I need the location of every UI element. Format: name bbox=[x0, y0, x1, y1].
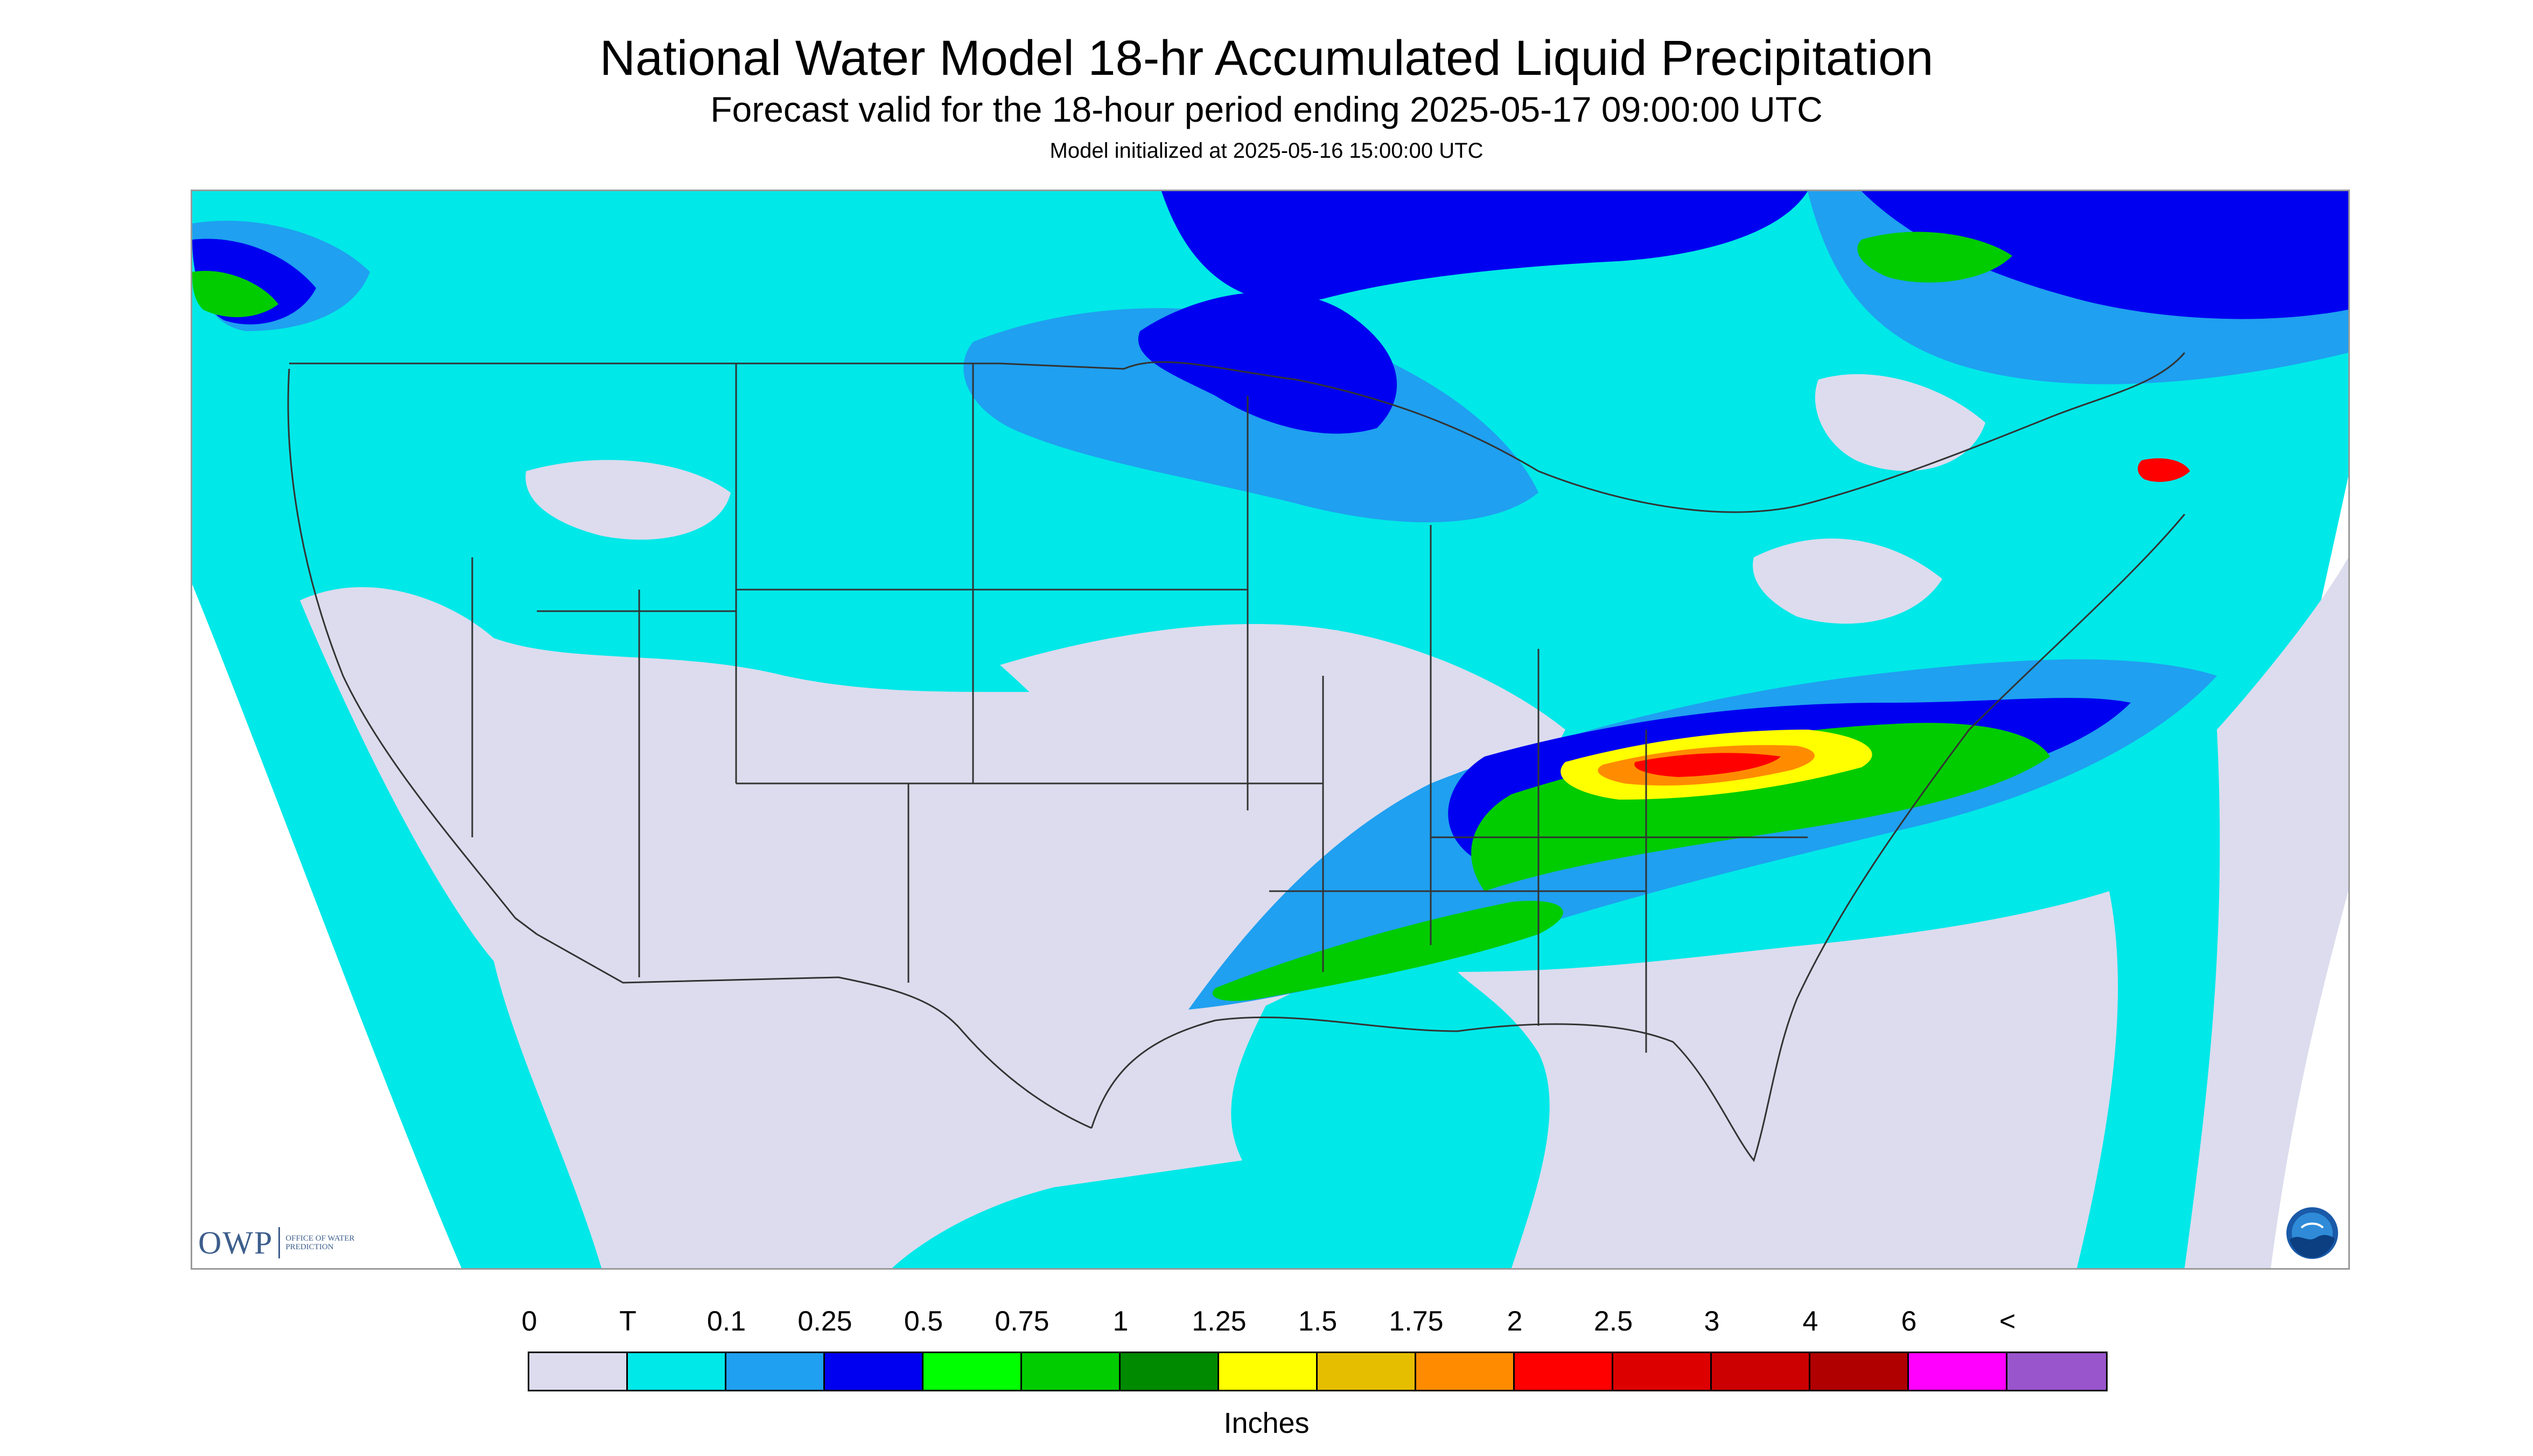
colorbar-swatch bbox=[1416, 1353, 1515, 1390]
map-title: National Water Model 18-hr Accumulated L… bbox=[599, 31, 1934, 86]
colorbar-swatch bbox=[2007, 1353, 2106, 1390]
colorbar-tick-label: 1.25 bbox=[1192, 1306, 1247, 1337]
colorbar-tick-label: 6 bbox=[1901, 1306, 1917, 1337]
heavy-precip-washington bbox=[192, 271, 278, 317]
heavy-precip-southern-band bbox=[1212, 901, 1563, 1001]
political-boundaries bbox=[287, 352, 2186, 1163]
colorbar-swatch bbox=[1515, 1353, 1613, 1390]
colorbar-swatch bbox=[529, 1353, 628, 1390]
no-precip-ontario bbox=[1815, 374, 1985, 471]
gulf-coast bbox=[1090, 514, 2186, 1163]
colorbar-swatch bbox=[628, 1353, 726, 1390]
colorbar-units-label: Inches bbox=[1223, 1407, 1310, 1439]
colorbar-swatch bbox=[1219, 1353, 1318, 1390]
colorbar-swatch bbox=[923, 1353, 1022, 1390]
owp-logo: OWP OFFICE OF WATER PREDICTION bbox=[198, 1224, 361, 1261]
moderate-precip-northeast bbox=[1862, 191, 2348, 319]
owp-logo-divider bbox=[278, 1227, 281, 1258]
noaa-logo-icon bbox=[2286, 1207, 2338, 1259]
colorbar-tick-label: 0.25 bbox=[797, 1306, 852, 1337]
colorbar-tick-label: 0.75 bbox=[995, 1306, 1049, 1337]
colorbar-tick-label: 1 bbox=[1112, 1306, 1129, 1337]
moderate-precip-upper-midwest bbox=[1138, 292, 1397, 434]
us-mexico-border bbox=[536, 933, 1092, 1129]
colorbar-tick-label: T bbox=[619, 1306, 636, 1337]
colorbar-tick-labels: 0 T 0.1 0.25 0.5 0.75 1 1.25 1.5 1.75 2 2.5 3 4 6 < bbox=[0, 1307, 2533, 1338]
colorbar-swatch bbox=[1318, 1353, 1416, 1390]
map-canvas bbox=[192, 191, 2348, 1268]
colorbar-tick-label: 0.5 bbox=[904, 1306, 943, 1337]
west-coast bbox=[287, 368, 537, 935]
colorbar-tick-label: 0 bbox=[521, 1306, 537, 1337]
owp-logo-subtext: OFFICE OF WATER PREDICTION bbox=[285, 1234, 355, 1251]
colorbar-tick-label: 1.5 bbox=[1298, 1306, 1338, 1337]
colorbar-tick-label: 2.5 bbox=[1593, 1306, 1633, 1337]
colorbar-swatch bbox=[1613, 1353, 1712, 1390]
model-init-time: Model initialized at 2025-05-16 15:00:00… bbox=[1049, 139, 1484, 163]
map-subtitle: Forecast valid for the 18-hour period en… bbox=[710, 89, 1823, 129]
colorbar-swatch bbox=[1909, 1353, 2007, 1390]
colorbar-tick-label: < bbox=[1999, 1306, 2016, 1337]
colorbar-swatch bbox=[726, 1353, 825, 1390]
light-precip-northern-plains bbox=[963, 308, 1538, 522]
heavy-precip-quebec bbox=[1857, 232, 2012, 283]
colorbar-tick-label: 1.75 bbox=[1389, 1306, 1444, 1337]
precipitation-map bbox=[191, 190, 2350, 1270]
owp-logo-text: OWP bbox=[198, 1224, 274, 1261]
colorbar-tick-label: 2 bbox=[1507, 1306, 1523, 1337]
moderate-precip-canada-north bbox=[1161, 191, 1808, 303]
colorbar-swatch bbox=[825, 1353, 923, 1390]
colorbar-swatch bbox=[1022, 1353, 1121, 1390]
colorbar-tick-label: 3 bbox=[1704, 1306, 1720, 1337]
colorbar-tick-label: 4 bbox=[1802, 1306, 1818, 1337]
no-precip-southeast bbox=[1458, 891, 2118, 1268]
no-precip-east bbox=[2185, 557, 2348, 1268]
colorbar-swatch bbox=[1712, 1353, 1810, 1390]
no-precip-plains bbox=[1000, 624, 1565, 1026]
no-precip-great-lakes bbox=[1753, 538, 1942, 624]
colorbar-swatch bbox=[1810, 1353, 1909, 1390]
colorbar-tick-label: 0.1 bbox=[706, 1306, 746, 1337]
extreme-precip-red bbox=[1634, 753, 1781, 777]
us-canada-border bbox=[289, 352, 2186, 513]
no-precip-idaho bbox=[526, 460, 731, 540]
colorbar-swatch bbox=[1121, 1353, 1219, 1390]
extreme-precip-maine bbox=[2138, 458, 2190, 482]
colorbar bbox=[528, 1352, 2108, 1391]
